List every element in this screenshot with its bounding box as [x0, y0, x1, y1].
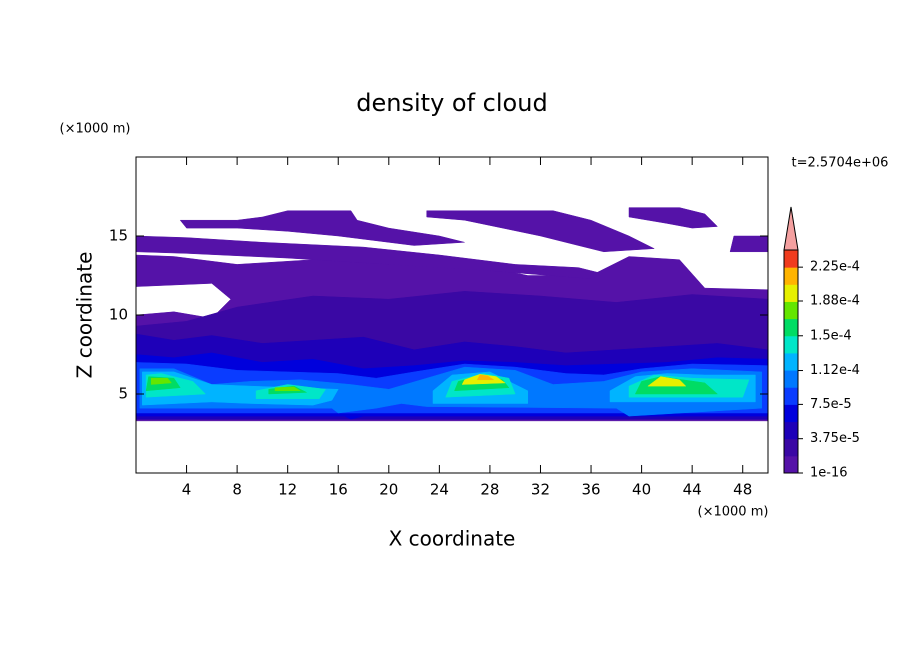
- colorbar-band: [784, 421, 798, 440]
- x-unit: (×1000 m): [698, 505, 769, 520]
- y-tick-label: 5: [118, 385, 128, 403]
- colorbar-tick-label: 7.5e-5: [810, 397, 852, 412]
- y-axis-label: Z coordinate: [73, 252, 97, 379]
- y-unit: (×1000 m): [60, 122, 131, 137]
- contour-region: [476, 374, 495, 381]
- colorbar-band: [784, 370, 798, 388]
- contour-region: [135, 235, 605, 279]
- colorbar-tick-label: 1e-16: [810, 466, 848, 481]
- x-tick-label: 36: [581, 481, 600, 499]
- colorbar-band: [784, 387, 798, 405]
- x-tick-label: 20: [379, 481, 398, 499]
- colorbar-band: [784, 404, 798, 423]
- time-annotation: t=2.5704e+06: [792, 156, 889, 171]
- colorbar-tick-label: 2.25e-4: [810, 260, 860, 275]
- y-tick-label: 15: [109, 227, 128, 245]
- contour-region: [647, 376, 687, 387]
- colorbar-band: [784, 438, 798, 457]
- chart-title: density of cloud: [356, 89, 547, 117]
- y-tick-label: 10: [109, 306, 128, 324]
- x-axis-label: X coordinate: [389, 527, 516, 551]
- x-tick-label: 44: [683, 481, 702, 499]
- contour-region: [628, 207, 718, 229]
- colorbar-band: [784, 335, 798, 354]
- x-tick-label: 4: [182, 481, 192, 499]
- contour-region: [426, 210, 656, 253]
- x-tick-label: 48: [733, 481, 752, 499]
- colorbar-band: [784, 301, 798, 320]
- contour-region: [729, 235, 769, 253]
- colorbar-tick-label: 1.5e-4: [810, 328, 852, 343]
- x-tick-label: 12: [278, 481, 297, 499]
- x-tick-label: 28: [480, 481, 499, 499]
- colorbar-extend: [783, 206, 799, 251]
- colorbar-band: [784, 284, 798, 302]
- colorbar-tick-label: 1.12e-4: [810, 363, 860, 378]
- x-tick-label: 24: [430, 481, 449, 499]
- x-tick-label: 8: [232, 481, 242, 499]
- colorbar-frame: [783, 249, 799, 474]
- contour-region: [274, 386, 302, 392]
- colorbar-band: [784, 455, 798, 474]
- colorbar-tick-label: 3.75e-5: [810, 431, 860, 446]
- colorbar-tick-label: 1.88e-4: [810, 294, 860, 309]
- contour-region: [150, 377, 172, 385]
- x-tick-label: 32: [531, 481, 550, 499]
- colorbar-band: [784, 352, 798, 371]
- x-tick-label: 16: [329, 481, 348, 499]
- colorbar-band: [784, 250, 798, 268]
- contour-region: [179, 210, 465, 246]
- x-tick-label: 40: [632, 481, 651, 499]
- colorbar-band: [784, 267, 798, 285]
- colorbar-band: [784, 318, 798, 337]
